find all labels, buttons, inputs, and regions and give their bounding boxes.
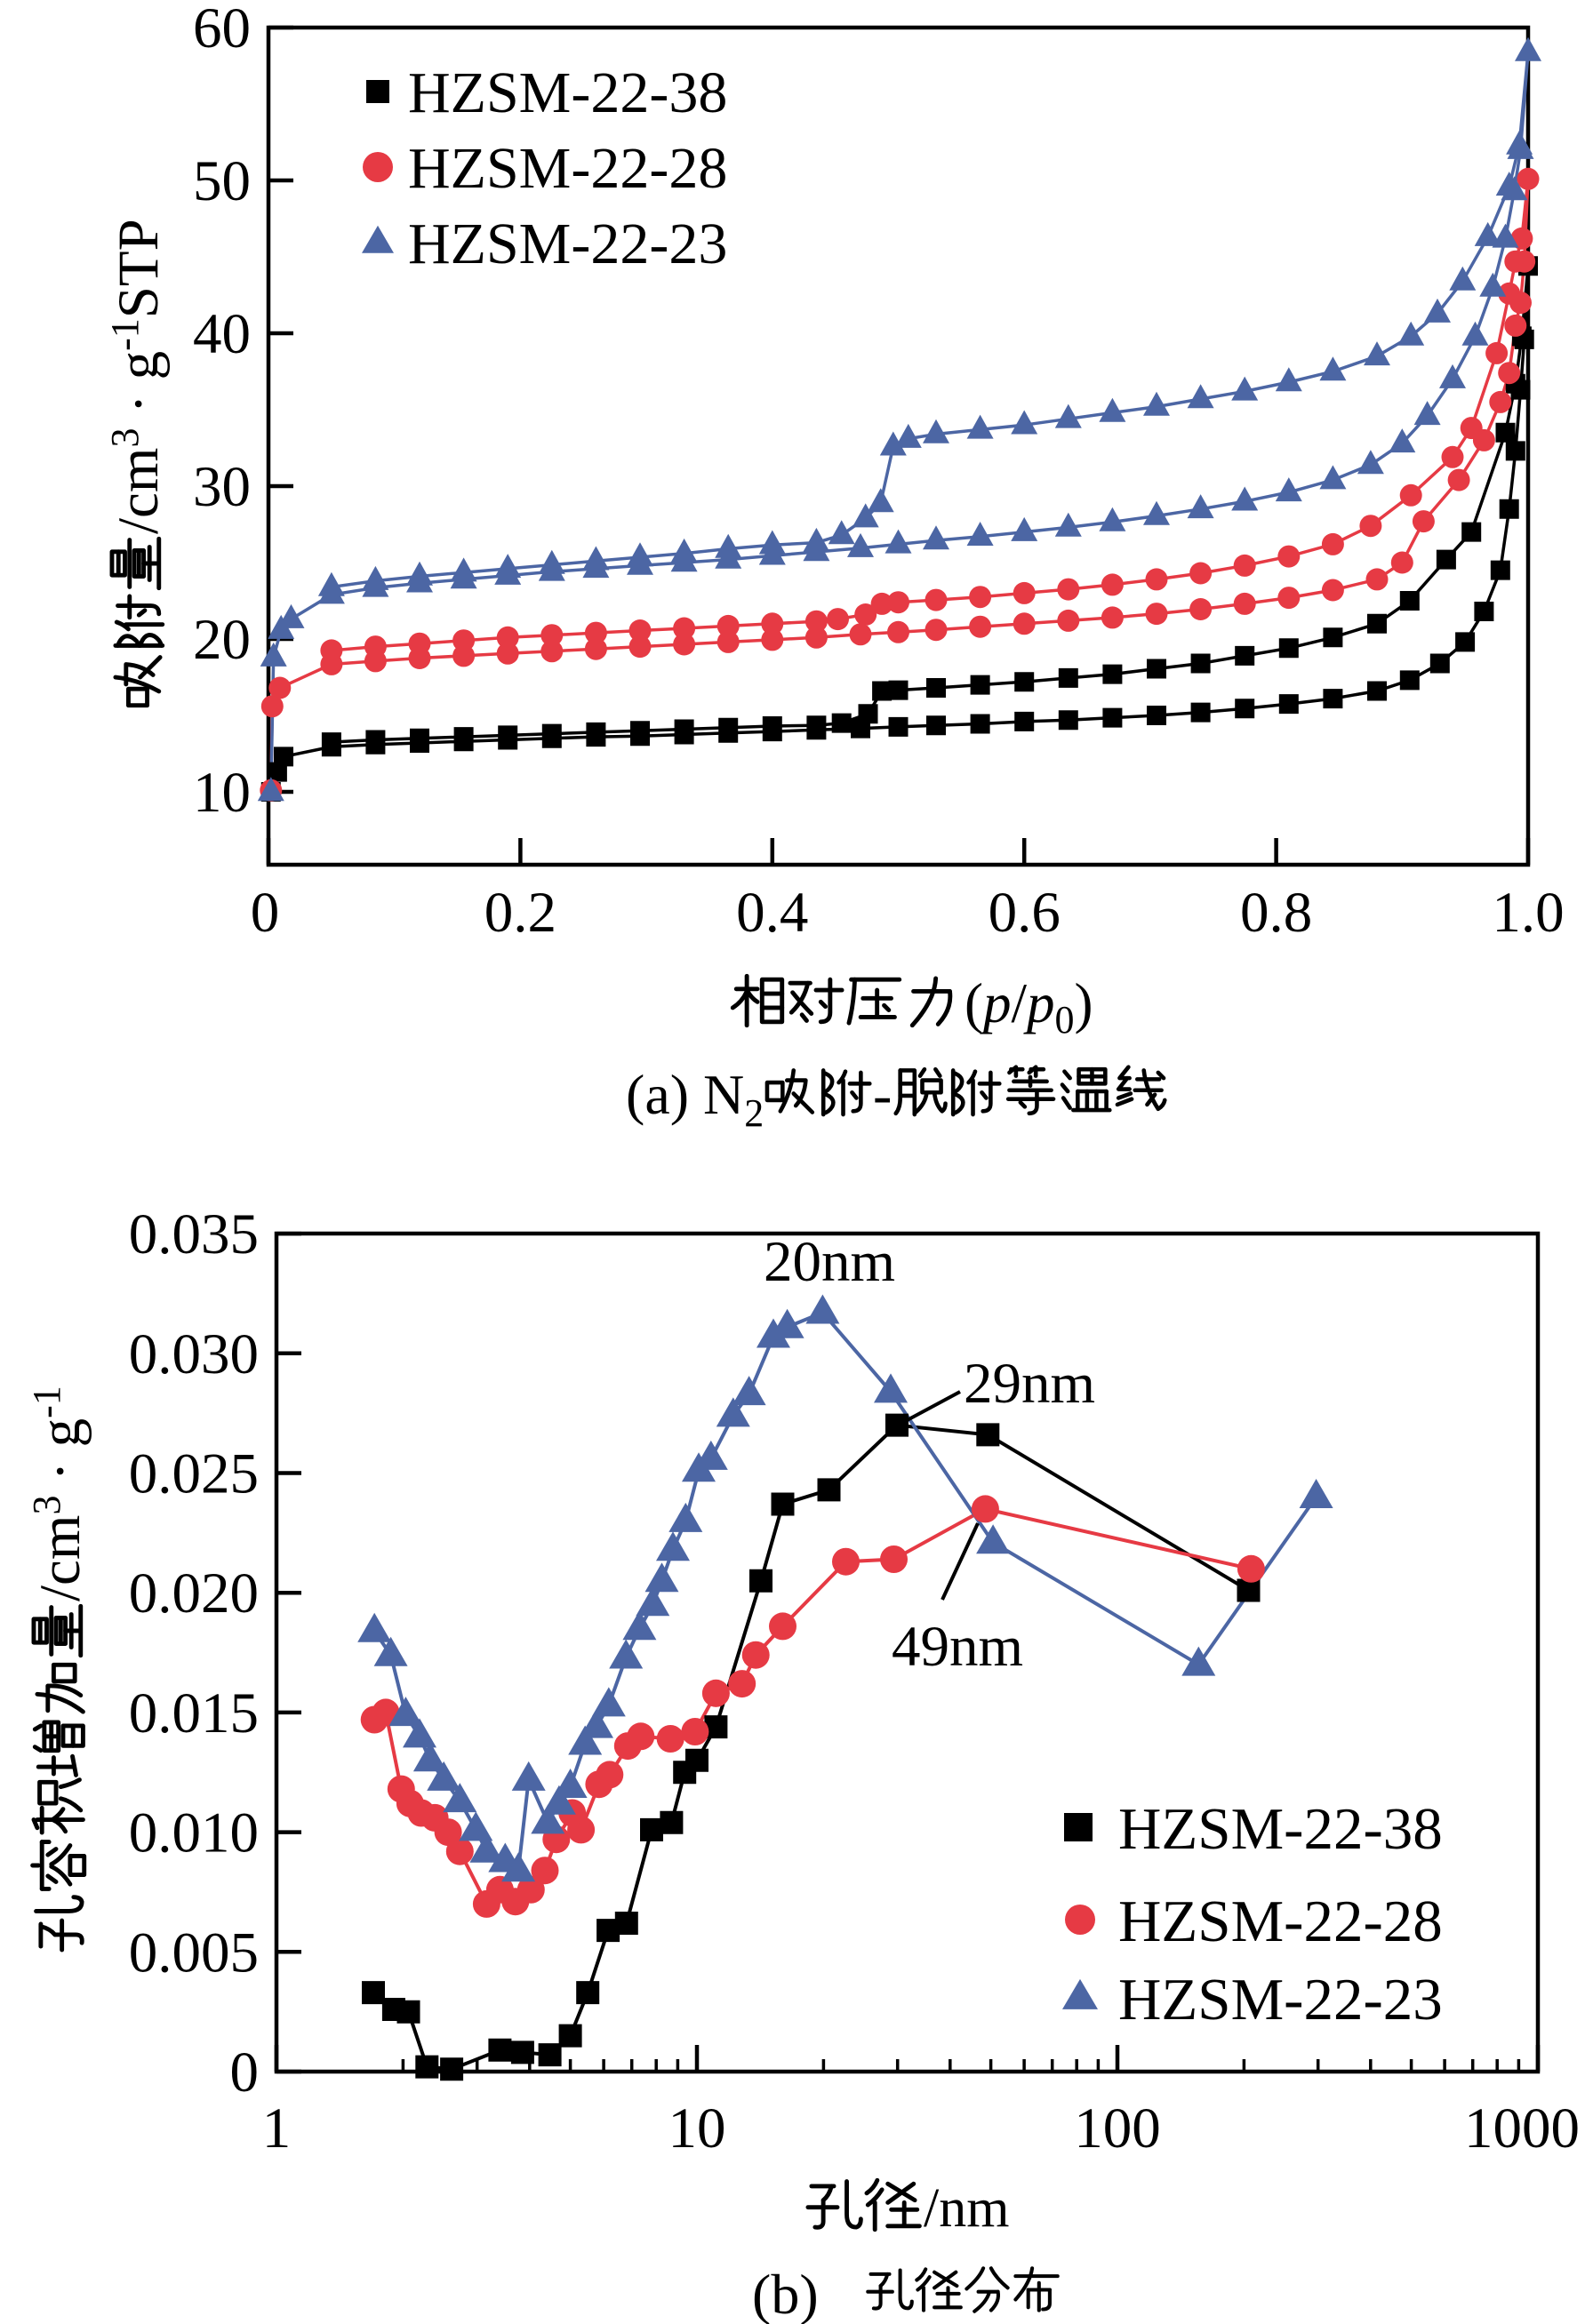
svg-text:1.0: 1.0 (1492, 881, 1564, 945)
svg-text:/cm3 · g-1: /cm3 · g-1 (25, 1386, 92, 1601)
svg-text:(p/p0): (p/p0) (965, 972, 1093, 1042)
svg-text:29nm: 29nm (964, 1352, 1095, 1416)
svg-text:/nm: /nm (924, 2178, 1009, 2239)
svg-text:40: 40 (193, 302, 251, 366)
svg-text:HZSM-22-28: HZSM-22-28 (1118, 1889, 1443, 1954)
svg-text:0.020: 0.020 (129, 1561, 259, 1625)
svg-text:20nm: 20nm (764, 1230, 895, 1294)
svg-text:0.030: 0.030 (129, 1322, 259, 1386)
svg-text:0.010: 0.010 (129, 1801, 259, 1865)
svg-text:0: 0 (251, 881, 280, 945)
svg-text:/cm3 · g-1STP: /cm3 · g-1STP (103, 219, 171, 534)
svg-text:0.8: 0.8 (1240, 881, 1312, 945)
svg-text:50: 50 (193, 149, 251, 213)
svg-text:HZSM-22-28: HZSM-22-28 (408, 136, 727, 201)
svg-text:0.015: 0.015 (129, 1681, 259, 1745)
svg-text:0.4: 0.4 (736, 881, 808, 945)
svg-text:(b): (b) (752, 2263, 819, 2324)
svg-text:1: 1 (262, 2096, 292, 2160)
svg-text:-: - (873, 1063, 892, 1126)
svg-text:0.2: 0.2 (484, 881, 556, 945)
svg-text:20: 20 (193, 608, 251, 672)
svg-text:10: 10 (668, 2096, 726, 2160)
svg-text:0.035: 0.035 (129, 1202, 259, 1266)
svg-text:0: 0 (230, 2040, 260, 2104)
svg-text:HZSM-22-23: HZSM-22-23 (408, 212, 727, 276)
svg-text:HZSM-22-38: HZSM-22-38 (408, 60, 727, 125)
svg-text:HZSM-22-23: HZSM-22-23 (1118, 1967, 1443, 2033)
svg-text:49nm: 49nm (892, 1615, 1023, 1679)
svg-text:0.025: 0.025 (129, 1442, 259, 1506)
svg-text:0.6: 0.6 (989, 881, 1061, 945)
svg-text:0.005: 0.005 (129, 1921, 259, 1985)
svg-text:10: 10 (193, 761, 251, 825)
svg-text:100: 100 (1074, 2096, 1161, 2160)
svg-text:1000: 1000 (1464, 2096, 1580, 2160)
svg-text:30: 30 (193, 455, 251, 519)
svg-text:60: 60 (193, 0, 251, 60)
svg-text:(a) N2: (a) N2 (626, 1063, 764, 1135)
svg-text:HZSM-22-38: HZSM-22-38 (1118, 1796, 1443, 1862)
